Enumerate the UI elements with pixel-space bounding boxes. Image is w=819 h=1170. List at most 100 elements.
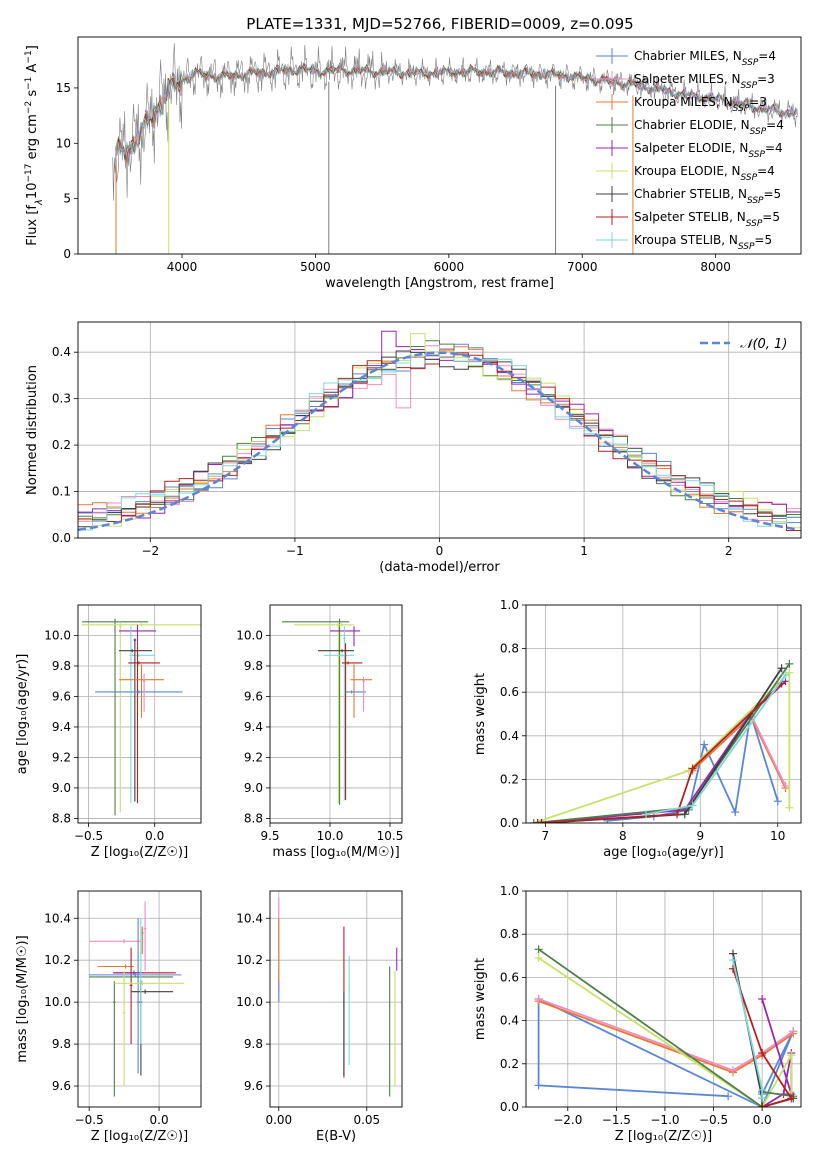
y-tick-label: 9.8 bbox=[244, 1037, 263, 1051]
y-axis-label-part: −1 bbox=[24, 77, 34, 90]
weight-marker bbox=[537, 819, 546, 823]
legend-label-suffix: =3 bbox=[749, 95, 767, 109]
y-tick-label: 10.4 bbox=[44, 911, 71, 925]
errorbar bbox=[139, 918, 143, 1045]
y-tick-label: 9.6 bbox=[244, 1079, 263, 1093]
x-tick-label: 0.0 bbox=[145, 829, 164, 843]
x-tick-label: −0.5 bbox=[75, 1113, 104, 1127]
errorbar bbox=[136, 646, 139, 804]
legend-label: 𝒩(0, 1) bbox=[740, 337, 787, 352]
weight-series-7 bbox=[537, 682, 783, 823]
y-axis-label-part: erg cm bbox=[25, 114, 40, 163]
x-tick-label: 8 bbox=[619, 829, 627, 843]
errorbar bbox=[119, 664, 164, 718]
figure-title: PLATE=1331, MJD=52766, FIBERID=0009, z=0… bbox=[246, 15, 633, 33]
y-tick-label: 0.6 bbox=[500, 685, 519, 699]
weight-marker bbox=[534, 945, 543, 954]
y-tick-label: 10 bbox=[56, 136, 71, 150]
y-axis-label-part: 10 bbox=[25, 183, 40, 200]
x-tick-label: 7000 bbox=[567, 260, 598, 274]
weight-marker bbox=[758, 1103, 767, 1107]
weight-marker bbox=[700, 740, 709, 749]
x-axis-label: Z [log₁₀(Z/Z☉)] bbox=[91, 845, 188, 860]
legend-entry: Salpeter STELIB, NSSP=5 bbox=[596, 209, 780, 229]
y-tick-label: 10.0 bbox=[44, 628, 71, 642]
y-tick-label: 9.6 bbox=[244, 689, 263, 703]
legend-label-sub: SSP bbox=[733, 104, 750, 114]
axes-frame bbox=[77, 321, 802, 539]
x-axis-label: (data-model)/error bbox=[379, 560, 500, 575]
x-axis-label: wavelength [Angstrom, rest frame] bbox=[325, 276, 554, 291]
y-tick-label: 9.2 bbox=[52, 750, 71, 764]
weight-marker bbox=[688, 801, 697, 810]
legend-label: Kroupa STELIB, NSSP=5 bbox=[634, 233, 772, 252]
y-tick-label: 10.0 bbox=[44, 995, 71, 1009]
x-tick-label: −1.0 bbox=[650, 1113, 679, 1127]
legend-label-sub: SSP bbox=[742, 58, 759, 68]
y-tick-label: 1.0 bbox=[500, 598, 519, 612]
errorbar bbox=[89, 974, 174, 980]
weight-series-2 bbox=[538, 998, 794, 1072]
y-tick-label: 0.4 bbox=[500, 729, 519, 743]
errorbar bbox=[122, 970, 126, 1087]
errorbar bbox=[119, 623, 122, 813]
legend-label-suffix: =4 bbox=[758, 49, 776, 63]
errorbar bbox=[119, 649, 153, 653]
weight-marker bbox=[731, 808, 740, 817]
x-tick-label: −1 bbox=[286, 544, 304, 558]
y-tick-label: 0.1 bbox=[52, 485, 71, 499]
y-tick-label: 0.0 bbox=[500, 816, 519, 830]
errorbar bbox=[133, 638, 137, 802]
weight-marker bbox=[785, 803, 794, 812]
errorbar bbox=[350, 664, 372, 718]
model-spectrum-8 bbox=[115, 62, 798, 156]
x-tick-label: 7 bbox=[542, 829, 550, 843]
x-tick-label: 9.5 bbox=[260, 829, 279, 843]
panel-weight-age: 7 8 9 10 0.0 0.2 0.4 0.6 0.8 1.0 age [log₁₀(age/yr… bbox=[473, 598, 802, 860]
y-axis-label-part: λ bbox=[34, 199, 45, 206]
weight-marker bbox=[728, 1066, 737, 1075]
y-axis-label-part: A bbox=[25, 63, 40, 76]
x-tick-label: 10.0 bbox=[317, 829, 344, 843]
errorbar bbox=[142, 673, 146, 712]
histogram-series-3 bbox=[78, 340, 801, 519]
y-axis-label-part: ] bbox=[25, 45, 40, 50]
axes-frame bbox=[77, 36, 802, 255]
panel-age-mass: 9.5 10.0 10.5 8.8 9.0 9.2 9.4 9.6 9.8 10.0 mass [l… bbox=[236, 604, 403, 860]
weight-marker bbox=[728, 956, 737, 965]
x-axis-label: E(B-V) bbox=[316, 1129, 356, 1144]
errorbar bbox=[112, 981, 116, 1097]
weight-marker bbox=[758, 1049, 767, 1057]
legend-entry: Chabrier STELIB, NSSP=5 bbox=[596, 186, 781, 206]
x-axis-label: Z [log₁₀(Z/Z☉)] bbox=[615, 1129, 712, 1144]
errorbar bbox=[344, 643, 347, 801]
weight-marker bbox=[534, 953, 543, 962]
errorbar bbox=[89, 939, 141, 944]
y-axis-label: mass [log₁₀(M/M☉)] bbox=[15, 935, 30, 1062]
panel-mass-ebv: 0.00 0.05 9.6 9.8 10.0 10.2 10.4 E(B-V) bbox=[236, 890, 403, 1144]
legend-label-text: Kroupa ELODIE, N bbox=[634, 164, 741, 178]
errorbar bbox=[81, 618, 149, 816]
panel-residuals: −2 −1 0 1 2 0.0 0.1 0.2 0.3 0.4 (data-model)/error… bbox=[25, 321, 802, 575]
legend-entry: Chabrier MILES, NSSP=4 bbox=[596, 48, 776, 68]
weight-series-5 bbox=[533, 663, 791, 823]
legend-label-suffix: =3 bbox=[757, 72, 775, 86]
plot-area bbox=[112, 43, 799, 254]
legend-label: Salpeter ELODIE, NSSP=4 bbox=[634, 141, 783, 160]
x-tick-label: −2.0 bbox=[553, 1113, 582, 1127]
plot-area bbox=[270, 891, 402, 1107]
weight-marker bbox=[534, 995, 543, 1003]
plot-area bbox=[526, 891, 801, 1107]
x-tick-label: −0.5 bbox=[699, 1113, 728, 1127]
errorbar bbox=[112, 970, 144, 975]
errorbar bbox=[119, 624, 157, 647]
errorbar bbox=[345, 690, 366, 694]
legend-label-sub: SSP bbox=[748, 150, 765, 160]
errorbar bbox=[143, 901, 147, 971]
y-axis-label: mass weight bbox=[473, 673, 488, 755]
legend-label-sub: SSP bbox=[741, 173, 758, 183]
legend-label: Chabrier MILES, NSSP=4 bbox=[634, 49, 776, 68]
x-axis-label: Z [log₁₀(Z/Z☉)] bbox=[91, 1129, 188, 1144]
plot-area bbox=[270, 605, 402, 823]
legend-label-text: Kroupa MILES, N bbox=[634, 95, 733, 109]
